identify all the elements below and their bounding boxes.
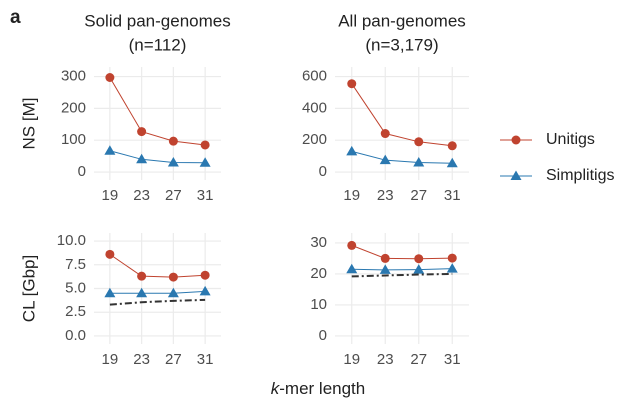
series-line [109, 290, 206, 294]
y-tick-label: 10.0 [57, 232, 86, 249]
series-line [351, 272, 453, 278]
x-tick-label: 19 [102, 187, 119, 204]
panel-label: a [10, 7, 21, 28]
point [167, 156, 179, 167]
panel-subtitle: (n=3,179) [365, 35, 438, 54]
point [199, 285, 211, 296]
series-line [109, 77, 206, 146]
y-axis-label: CL [Gbp] [19, 255, 38, 322]
x-tick-label: 27 [410, 351, 427, 368]
point [446, 157, 458, 168]
y-tick-label: 200 [61, 99, 86, 116]
series-line [351, 244, 453, 260]
point [105, 73, 115, 83]
x-tick-label: 31 [444, 351, 461, 368]
x-tick-label: 31 [197, 351, 214, 368]
point [104, 287, 116, 298]
point [380, 129, 390, 139]
y-tick-label: 400 [302, 99, 327, 116]
legend-marker [510, 170, 522, 180]
x-tick-label: 27 [165, 187, 182, 204]
y-tick-label: 20 [310, 265, 327, 282]
x-tick-label: 27 [410, 187, 427, 204]
point [379, 154, 391, 165]
x-tick-label: 19 [343, 187, 360, 204]
x-tick-label: 19 [102, 351, 119, 368]
y-tick-label: 200 [302, 131, 327, 148]
x-tick-label: 23 [133, 187, 150, 204]
point [136, 287, 148, 298]
point [446, 263, 458, 273]
point [413, 264, 425, 274]
y-tick-label: 100 [61, 131, 86, 148]
legend-marker [511, 135, 521, 145]
x-tick-label: 31 [444, 187, 461, 204]
y-tick-label: 10 [310, 296, 327, 313]
series-line [109, 253, 206, 278]
series-line [351, 268, 453, 271]
legend-label: Unitigs [546, 131, 595, 148]
point [347, 240, 357, 250]
point [137, 127, 147, 137]
y-tick-label: 30 [310, 234, 327, 251]
point [447, 253, 457, 263]
point [168, 272, 178, 282]
y-tick-label: 600 [302, 68, 327, 85]
series-line [109, 298, 206, 306]
legend-label: Simplitigs [546, 167, 614, 184]
x-axis-label: k-mer length [271, 379, 365, 398]
point [105, 249, 115, 259]
y-tick-label: 300 [61, 68, 86, 85]
y-tick-label: 0.0 [65, 327, 86, 344]
point [167, 287, 179, 298]
point [414, 137, 424, 147]
point [447, 141, 457, 151]
point [347, 79, 357, 89]
series-line [351, 83, 453, 147]
y-tick-label: 2.5 [65, 303, 86, 320]
series-line [109, 150, 206, 164]
x-tick-label: 19 [343, 351, 360, 368]
point [136, 153, 148, 164]
x-tick-label: 31 [197, 187, 214, 204]
panel-title: Solid pan-genomes [84, 11, 230, 30]
x-tick-label: 23 [133, 351, 150, 368]
point [200, 140, 210, 150]
point [200, 270, 210, 280]
point [346, 145, 358, 156]
x-tick-label: 27 [165, 351, 182, 368]
panel-title: All pan-genomes [338, 11, 466, 30]
point [414, 254, 424, 264]
y-tick-label: 0 [78, 163, 86, 180]
point [413, 156, 425, 167]
y-tick-label: 0 [319, 327, 327, 344]
x-tick-label: 23 [377, 187, 394, 204]
x-tick-label: 23 [377, 351, 394, 368]
panel-subtitle: (n=112) [129, 35, 187, 54]
point [137, 271, 147, 281]
point [379, 264, 391, 274]
point [168, 136, 178, 146]
y-tick-label: 0 [319, 163, 327, 180]
point [199, 157, 211, 167]
y-tick-label: 7.5 [65, 256, 86, 273]
point [104, 145, 116, 155]
y-tick-label: 5.0 [65, 279, 86, 296]
point [380, 253, 390, 263]
y-axis-label: NS [M] [19, 98, 38, 150]
series-line [351, 150, 453, 164]
point [346, 263, 358, 274]
